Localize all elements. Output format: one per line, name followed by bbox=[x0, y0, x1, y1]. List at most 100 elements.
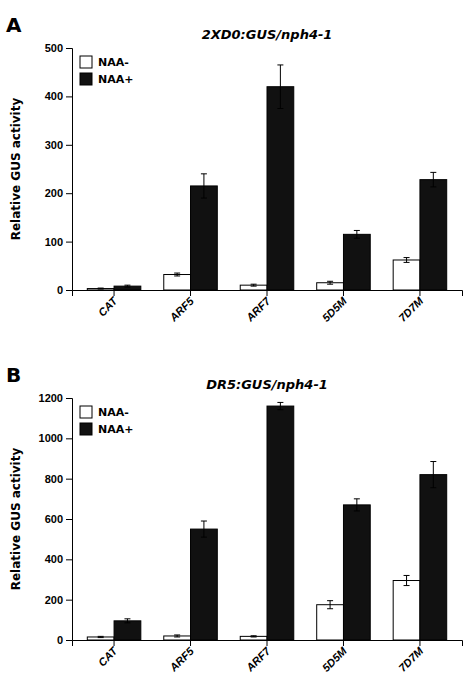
tick: ARF7 bbox=[243, 290, 273, 324]
tick: 5D5M bbox=[320, 640, 350, 674]
bar bbox=[267, 406, 294, 640]
tick: 100 bbox=[45, 236, 72, 248]
tick-mark bbox=[343, 290, 344, 296]
legend-item: NAA+ bbox=[80, 423, 133, 436]
tick-mark bbox=[66, 290, 72, 291]
tick-label: 600 bbox=[45, 513, 63, 525]
bar bbox=[240, 636, 267, 640]
tick-label: 200 bbox=[45, 594, 63, 606]
error-bar bbox=[174, 635, 180, 637]
error-bar bbox=[430, 462, 436, 488]
tick-label: 1000 bbox=[39, 432, 63, 444]
bar bbox=[114, 621, 141, 640]
series bbox=[114, 65, 447, 290]
bar bbox=[393, 260, 420, 290]
tick: 400 bbox=[45, 90, 72, 102]
tick-mark bbox=[114, 290, 115, 296]
tick-mark bbox=[190, 290, 191, 296]
tick-label: 100 bbox=[45, 236, 63, 248]
bar bbox=[420, 180, 447, 290]
error-bar bbox=[124, 285, 130, 287]
tick-mark bbox=[66, 145, 72, 146]
tick-mark bbox=[114, 640, 115, 646]
error-bar bbox=[430, 172, 436, 187]
legend-swatch bbox=[80, 423, 92, 435]
tick-mark bbox=[267, 640, 268, 646]
tick: ARF5 bbox=[166, 640, 196, 674]
tick-mark bbox=[66, 96, 72, 97]
tick-label: 300 bbox=[45, 139, 63, 151]
tick: 600 bbox=[45, 513, 72, 525]
tick-mark bbox=[66, 242, 72, 243]
tick-mark bbox=[66, 640, 72, 641]
legend-label: NAA- bbox=[98, 56, 129, 69]
tick: 300 bbox=[45, 139, 72, 151]
axis-line bbox=[66, 49, 73, 291]
tick-label: 500 bbox=[45, 42, 63, 54]
legend: NAA- NAA+ bbox=[80, 406, 133, 436]
tick: 7D7M bbox=[396, 640, 426, 674]
legend: NAA- NAA+ bbox=[80, 56, 133, 86]
tick-label: ARF5 bbox=[166, 644, 196, 674]
error-bar bbox=[404, 575, 410, 585]
error-bar bbox=[251, 284, 257, 286]
tick-label: 800 bbox=[45, 473, 63, 485]
tick-label: 0 bbox=[57, 634, 63, 646]
tick-label: ARF5 bbox=[166, 294, 196, 324]
plot-area bbox=[87, 65, 446, 290]
tick-mark bbox=[66, 193, 72, 194]
tick-mark bbox=[66, 479, 72, 480]
tick: 1200 bbox=[39, 392, 72, 404]
tick-label: 7D7M bbox=[396, 644, 426, 674]
tick-label: 400 bbox=[45, 553, 63, 565]
chart-svg: 0 100 200 300 400 500 CAT ARF5 ARF7 5D5M 7D7M Relat… bbox=[0, 0, 474, 700]
axis-line bbox=[73, 641, 463, 647]
tick: 5D5M bbox=[320, 290, 350, 324]
error-bar bbox=[277, 402, 283, 409]
bar bbox=[114, 286, 141, 290]
bar bbox=[420, 475, 447, 640]
tick-mark bbox=[267, 290, 268, 296]
legend-label: NAA+ bbox=[98, 73, 133, 86]
error-bar bbox=[201, 174, 207, 198]
tick: CAT bbox=[96, 290, 121, 319]
tick-mark bbox=[419, 640, 420, 646]
tick: 800 bbox=[45, 473, 72, 485]
error-bar bbox=[124, 619, 130, 623]
bar bbox=[164, 275, 191, 290]
error-bar bbox=[404, 258, 410, 263]
tick: 7D7M bbox=[396, 290, 426, 324]
y-axis-title: Relative GUS activity bbox=[9, 448, 23, 591]
bar bbox=[87, 289, 114, 290]
panel: 0 200 400 600 800 1000 1200 CAT ARF5 ARF7 5D5M 7D7M… bbox=[6, 363, 463, 674]
tick: CAT bbox=[96, 640, 121, 669]
bar bbox=[393, 581, 420, 640]
title: 2XD0:GUS/nph4-1 bbox=[202, 27, 333, 42]
error-bar bbox=[98, 288, 104, 290]
tick: ARF5 bbox=[166, 290, 196, 324]
panel-label: A bbox=[6, 13, 22, 37]
bar bbox=[240, 285, 267, 290]
error-bar bbox=[354, 499, 360, 511]
error-bar bbox=[201, 521, 207, 537]
error-bar bbox=[251, 636, 257, 637]
tick: ARF7 bbox=[243, 640, 273, 674]
legend-item: NAA- bbox=[80, 406, 129, 419]
panel: 0100200300400500CATARF5ARF75D5M7D7MRelat… bbox=[6, 13, 463, 324]
error-bar bbox=[277, 65, 283, 109]
error-bar bbox=[98, 636, 104, 637]
tick-mark bbox=[66, 398, 72, 399]
legend-item: NAA- bbox=[80, 56, 129, 69]
tick-label: 5D5M bbox=[320, 294, 350, 324]
tick: 400 bbox=[45, 553, 72, 565]
bar bbox=[343, 234, 370, 290]
title: DR5:GUS/nph4-1 bbox=[206, 377, 328, 392]
y-axis: 0100200300400500 bbox=[45, 42, 73, 296]
tick: 200 bbox=[45, 187, 72, 199]
error-bar bbox=[327, 281, 333, 284]
axis-line bbox=[66, 399, 73, 641]
tick-mark bbox=[419, 290, 420, 296]
legend-swatch bbox=[80, 56, 92, 68]
x-axis: CAT ARF5 ARF7 5D5M 7D7M bbox=[73, 290, 463, 324]
x-axis: CAT ARF5 ARF7 5D5M 7D7M bbox=[73, 640, 463, 674]
